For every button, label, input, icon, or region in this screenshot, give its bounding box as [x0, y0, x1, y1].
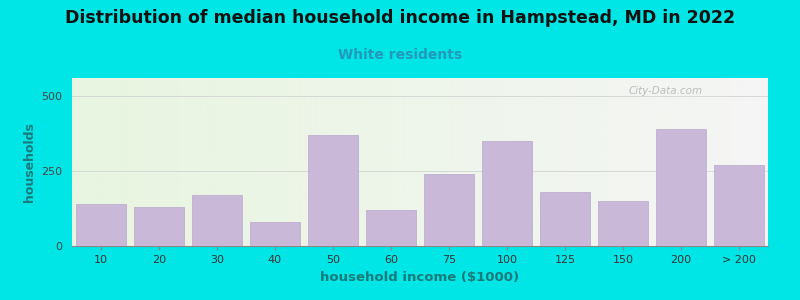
- Bar: [192, 195, 242, 246]
- Bar: [424, 174, 474, 246]
- Bar: [540, 192, 590, 246]
- Bar: [308, 135, 358, 246]
- X-axis label: household income ($1000): household income ($1000): [321, 271, 519, 284]
- Bar: [656, 129, 706, 246]
- Bar: [366, 210, 416, 246]
- Bar: [714, 165, 764, 246]
- Bar: [134, 207, 184, 246]
- Bar: [250, 222, 300, 246]
- Text: Distribution of median household income in Hampstead, MD in 2022: Distribution of median household income …: [65, 9, 735, 27]
- Y-axis label: households: households: [22, 122, 35, 202]
- Bar: [76, 204, 126, 246]
- Text: City-Data.com: City-Data.com: [629, 86, 703, 96]
- Bar: [598, 201, 648, 246]
- Bar: [482, 141, 532, 246]
- Text: White residents: White residents: [338, 48, 462, 62]
